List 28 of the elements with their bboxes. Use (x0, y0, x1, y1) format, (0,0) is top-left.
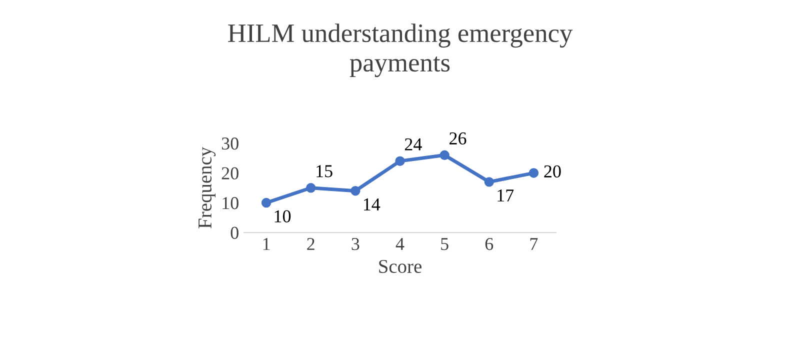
point (261, 198, 272, 208)
x-tick-label: 3 (352, 238, 360, 250)
y-tick-label: 20 (222, 167, 238, 180)
x-axis-title: Score (379, 260, 422, 274)
y-tick-label: 0 (230, 226, 238, 239)
point (350, 186, 360, 196)
y-tick-label: 30 (222, 137, 238, 150)
y-tick-label: 10 (222, 197, 238, 210)
point (306, 183, 316, 193)
data-label: 15 (316, 165, 332, 178)
x-tick-label: 2 (307, 238, 314, 250)
data-label: 14 (364, 198, 380, 210)
point (440, 150, 450, 160)
y-axis-title: Frequency (198, 146, 216, 228)
x-tick-label: 5 (441, 238, 448, 250)
chart-title: HILM understanding emergency payments (228, 24, 573, 78)
x-tick-label: 6 (485, 238, 494, 250)
data-label: 20 (544, 165, 561, 178)
point (528, 168, 539, 178)
x-tick-label: 7 (530, 238, 538, 250)
point (395, 156, 405, 166)
data-label: 26 (450, 132, 466, 145)
x-tick-label: 4 (396, 238, 404, 250)
data-label: 17 (498, 189, 514, 202)
point (484, 177, 494, 187)
data-label: 10 (274, 210, 291, 222)
x-tick-label: 1 (263, 238, 270, 250)
data-label: 24 (404, 138, 422, 150)
